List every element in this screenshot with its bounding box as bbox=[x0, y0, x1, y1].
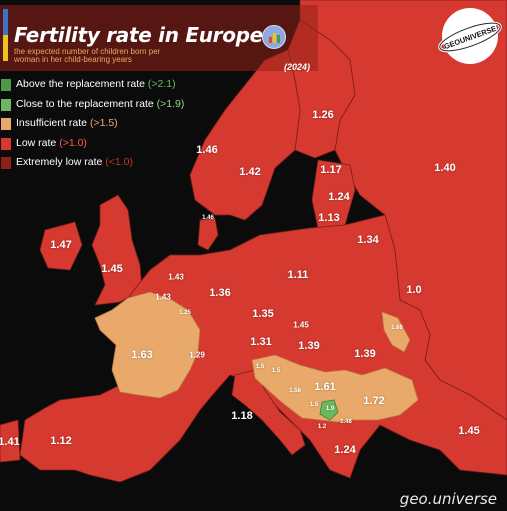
legend-label: Close to the replacement rate bbox=[16, 97, 154, 110]
value-uk: 1.45 bbox=[101, 263, 123, 275]
watermark: geo.universe bbox=[399, 490, 497, 508]
legend-item-insufficient: Insufficient rate (>1.5) bbox=[0, 115, 215, 135]
value-romania: 1.39 bbox=[354, 348, 376, 360]
value-turkey: 1.45 bbox=[458, 425, 480, 437]
value-croatia: 1.5 bbox=[271, 368, 281, 374]
title-block: Fertility rate in Europe the expected nu… bbox=[0, 5, 318, 72]
legend-rate: (>1.0) bbox=[59, 136, 87, 149]
value-iceland: 1.41 bbox=[0, 436, 20, 448]
title-accent-stripe bbox=[3, 9, 8, 61]
legend-label: Low rate bbox=[16, 136, 57, 149]
value-switzerland: 1.29 bbox=[189, 350, 205, 360]
legend-swatch bbox=[1, 118, 11, 130]
legend-rate: (>2.1) bbox=[147, 78, 176, 90]
value-estonia: 1.17 bbox=[320, 164, 342, 176]
denmark-region bbox=[197, 217, 219, 251]
legend-rate: (>1.5) bbox=[89, 117, 118, 129]
moldova-region bbox=[381, 311, 411, 353]
value-albania: 1.2 bbox=[317, 424, 327, 430]
value-serbia: 1.61 bbox=[314, 381, 336, 393]
italy-region bbox=[231, 369, 306, 456]
legend-swatch bbox=[1, 79, 11, 91]
value-belgium: 1.43 bbox=[155, 292, 171, 302]
value-austria: 1.31 bbox=[250, 336, 272, 348]
value-czechia: 1.35 bbox=[252, 308, 274, 320]
value-macedonia: 1.48 bbox=[340, 419, 352, 425]
value-germany: 1.36 bbox=[209, 287, 231, 299]
value-belarus: 1.34 bbox=[357, 234, 379, 246]
value-denmark: 1.46 bbox=[202, 215, 214, 221]
value-slovenia: 1.5 bbox=[255, 364, 265, 370]
value-luxembourg: 1.25 bbox=[179, 310, 191, 316]
value-spain: 1.12 bbox=[50, 435, 72, 447]
value-ukraine: 1.0 bbox=[406, 284, 422, 296]
legend-label: Above the replacement rate bbox=[16, 78, 145, 90]
year-label: (2024) bbox=[284, 62, 311, 72]
value-bosnia: 1.58 bbox=[289, 388, 301, 394]
value-slovakia: 1.45 bbox=[293, 320, 309, 330]
legend: Above the replacement rate (>2.1) Close … bbox=[0, 76, 215, 174]
legend-item-above: Above the replacement rate (>2.1) bbox=[0, 76, 215, 96]
legend-rate: (>1.9) bbox=[156, 97, 185, 110]
value-finland: 1.26 bbox=[312, 109, 334, 121]
map-subtitle: the expected number of children born per… bbox=[14, 47, 161, 64]
value-greece: 1.24 bbox=[334, 444, 356, 456]
geouniverse-logo: GEOUNIVERSE bbox=[438, 8, 502, 64]
value-bulgaria: 1.72 bbox=[363, 395, 385, 407]
balkans-region bbox=[251, 354, 419, 423]
value-hungary: 1.39 bbox=[298, 340, 320, 352]
legend-item-low: Low rate (>1.0) bbox=[0, 135, 215, 155]
value-netherlands: 1.43 bbox=[168, 272, 184, 282]
chart-icon bbox=[262, 25, 286, 49]
value-russia: 1.40 bbox=[434, 162, 456, 174]
legend-label: Insufficient rate bbox=[16, 117, 88, 129]
uk-region bbox=[91, 194, 143, 306]
legend-swatch bbox=[1, 157, 11, 169]
value-kosovo: 1.9 bbox=[325, 406, 335, 412]
legend-item-close: Close to the replacement rate (>1.9) bbox=[0, 96, 215, 116]
value-ireland: 1.47 bbox=[50, 239, 72, 251]
value-sweden: 1.42 bbox=[239, 166, 261, 178]
value-italy: 1.18 bbox=[231, 410, 253, 422]
value-latvia: 1.24 bbox=[328, 191, 350, 203]
value-moldova: 1.66 bbox=[391, 325, 403, 331]
legend-rate: (<1.0) bbox=[105, 156, 134, 168]
map-title: Fertility rate in Europe bbox=[14, 23, 263, 47]
value-poland: 1.11 bbox=[287, 269, 309, 281]
legend-swatch bbox=[1, 137, 11, 150]
kosovo-region bbox=[319, 399, 339, 421]
france-region bbox=[94, 291, 201, 399]
value-norway: 1.46 bbox=[196, 144, 218, 156]
value-lithuania: 1.13 bbox=[318, 212, 340, 224]
value-france: 1.63 bbox=[131, 349, 153, 361]
iceland-region bbox=[0, 419, 21, 463]
legend-swatch bbox=[1, 98, 11, 111]
legend-item-extremely-low: Extremely low rate (<1.0) bbox=[0, 154, 215, 174]
ireland-region bbox=[39, 221, 83, 271]
value-montenegro: 1.5 bbox=[309, 402, 319, 408]
legend-label: Extremely low rate bbox=[16, 156, 103, 168]
scandinavia-region bbox=[189, 49, 301, 221]
